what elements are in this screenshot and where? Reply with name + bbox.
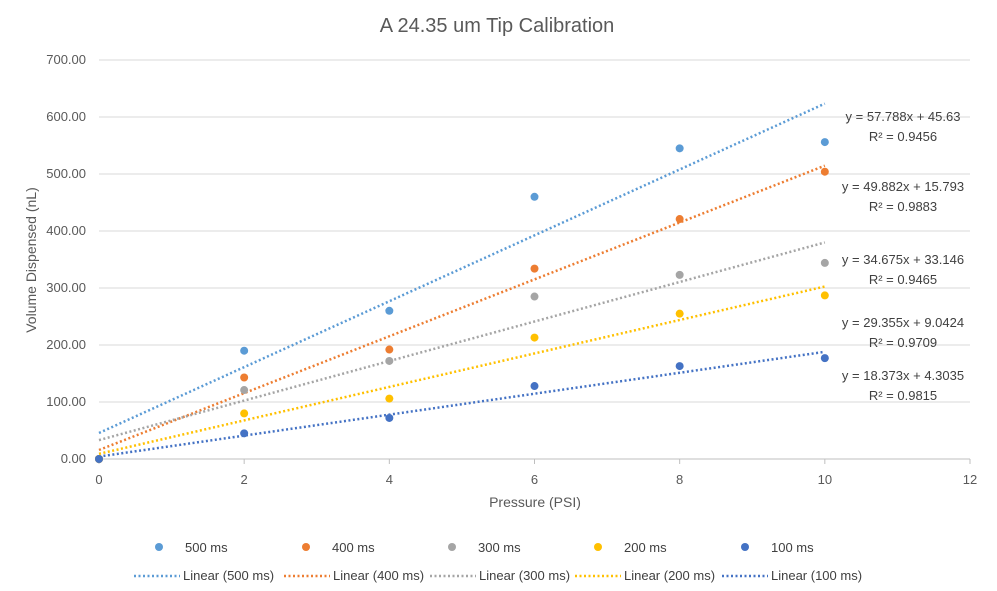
point-500-ms xyxy=(240,346,249,355)
y-tick-label: 500.00 xyxy=(46,166,86,181)
legend-label: 300 ms xyxy=(478,540,521,555)
point-400-ms xyxy=(675,215,684,224)
legend-trend-label: Linear (300 ms) xyxy=(479,568,570,583)
data-points xyxy=(95,138,829,463)
legend-marker xyxy=(594,543,602,551)
legend: 500 ms 400 ms 300 ms 200 ms 100 ms Linear (50… xyxy=(134,540,862,583)
x-tick-label: 2 xyxy=(241,472,248,487)
trend-equation: y = 34.675x + 33.146 xyxy=(842,252,964,267)
legend-trend-label: Linear (100 ms) xyxy=(771,568,862,583)
x-axis-label: Pressure (PSI) xyxy=(489,494,581,510)
x-tick-label: 12 xyxy=(963,472,977,487)
legend-marker xyxy=(155,543,163,551)
legend-trend-label: Linear (200 ms) xyxy=(624,568,715,583)
trend-r-squared: R² = 0.9883 xyxy=(869,199,937,214)
point-100-ms xyxy=(240,429,249,438)
y-tick-label: 600.00 xyxy=(46,109,86,124)
legend-trend-label: Linear (500 ms) xyxy=(183,568,274,583)
x-tick-label: 6 xyxy=(531,472,538,487)
gridlines xyxy=(99,59,970,403)
legend-label: 500 ms xyxy=(185,540,228,555)
trendline-300-ms xyxy=(98,241,826,442)
trend-equation: y = 18.373x + 4.3035 xyxy=(842,368,964,383)
point-100-ms xyxy=(675,362,684,371)
legend-trend-label: Linear (400 ms) xyxy=(333,568,424,583)
point-200-ms xyxy=(675,309,684,318)
x-tick-label: 8 xyxy=(676,472,683,487)
y-tick-labels: 0.00 100.00 200.00 300.00 400.00 500.00 600.00… xyxy=(46,52,86,466)
trend-r-squared: R² = 0.9465 xyxy=(869,272,937,287)
trendline-100-ms xyxy=(98,350,826,458)
point-300-ms xyxy=(820,258,829,267)
trend-equation: y = 29.355x + 9.0424 xyxy=(842,315,964,330)
y-tick-label: 0.00 xyxy=(61,451,86,466)
point-500-ms xyxy=(530,192,539,201)
trend-equations: y = 57.788x + 45.63 R² = 0.9456 y = 49.882… xyxy=(842,109,964,403)
point-100-ms xyxy=(385,413,394,422)
point-200-ms xyxy=(530,333,539,342)
y-tick-label: 200.00 xyxy=(46,337,86,352)
point-200-ms xyxy=(820,291,829,300)
trend-equation: y = 57.788x + 45.63 xyxy=(846,109,961,124)
trendlines xyxy=(98,102,826,458)
point-300-ms xyxy=(240,386,249,395)
y-tick-label: 400.00 xyxy=(46,223,86,238)
point-300-ms xyxy=(530,292,539,301)
point-300-ms xyxy=(385,356,394,365)
x-tick-label: 4 xyxy=(386,472,393,487)
point-300-ms xyxy=(675,270,684,279)
point-500-ms xyxy=(675,144,684,153)
point-200-ms xyxy=(240,409,249,418)
point-100-ms xyxy=(820,354,829,363)
y-tick-label: 700.00 xyxy=(46,52,86,67)
trend-r-squared: R² = 0.9456 xyxy=(869,129,937,144)
point-200-ms xyxy=(385,394,394,403)
trendline-400-ms xyxy=(98,164,826,452)
y-tick-label: 100.00 xyxy=(46,394,86,409)
point-500-ms xyxy=(820,138,829,147)
legend-label: 400 ms xyxy=(332,540,375,555)
point-400-ms xyxy=(385,345,394,354)
point-100-ms xyxy=(530,382,539,391)
point-400-ms xyxy=(530,264,539,273)
x-tick-label: 10 xyxy=(818,472,832,487)
trend-r-squared: R² = 0.9815 xyxy=(869,388,937,403)
legend-marker xyxy=(302,543,310,551)
legend-marker xyxy=(741,543,749,551)
x-tick-label: 0 xyxy=(95,472,102,487)
legend-label: 200 ms xyxy=(624,540,667,555)
trend-r-squared: R² = 0.9709 xyxy=(869,335,937,350)
legend-marker xyxy=(448,543,456,551)
x-tick-labels: 0 2 4 6 8 10 12 xyxy=(95,459,977,487)
y-axis-label: Volume Dispensed (nL) xyxy=(23,187,39,333)
point-400-ms xyxy=(820,167,829,176)
point-400-ms xyxy=(240,373,249,382)
y-tick-label: 300.00 xyxy=(46,280,86,295)
point-500-ms xyxy=(385,306,394,315)
legend-label: 100 ms xyxy=(771,540,814,555)
trend-equation: y = 49.882x + 15.793 xyxy=(842,179,964,194)
point-100-ms xyxy=(95,455,103,463)
chart-title: A 24.35 um Tip Calibration xyxy=(380,15,615,37)
